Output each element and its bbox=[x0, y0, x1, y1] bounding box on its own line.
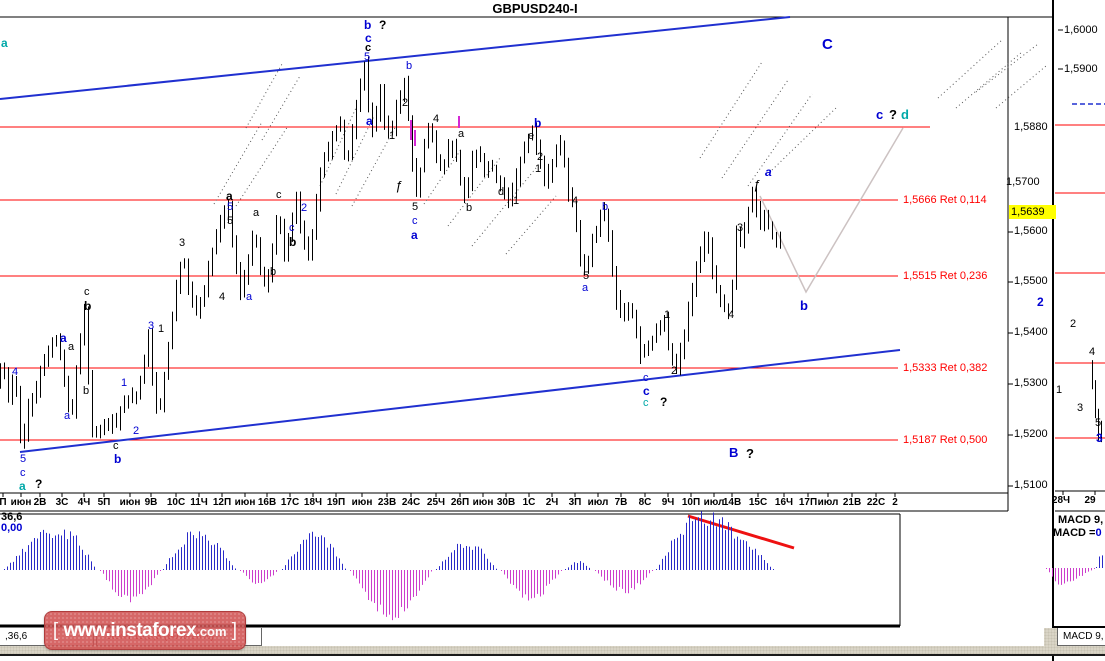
sketch-line bbox=[351, 125, 397, 207]
sketch-line bbox=[319, 107, 357, 187]
macd-indicator-label: 36,6 bbox=[1, 511, 23, 523]
sketch-line bbox=[975, 43, 1039, 93]
sketch-line bbox=[245, 63, 283, 129]
window-bottom-line bbox=[0, 654, 1105, 656]
right-macd-indicator-label: MACD 9, bbox=[1058, 514, 1104, 526]
sketch-line bbox=[213, 121, 263, 205]
sketch-line bbox=[955, 51, 1023, 109]
sketch-line bbox=[995, 65, 1047, 109]
sketch-line bbox=[771, 107, 837, 171]
macd-red-trendline bbox=[687, 514, 795, 550]
tab-indicator-macd-right[interactable]: MACD 9, bbox=[1057, 628, 1105, 646]
instaforex-watermark-banner[interactable]: [ www.instaforex.com ] bbox=[44, 611, 246, 650]
right-macd-indicator-value: MACD =0 bbox=[1053, 527, 1102, 539]
grey-projection-line bbox=[759, 127, 904, 294]
lower-trendline bbox=[19, 349, 901, 453]
sketch-line bbox=[261, 75, 301, 141]
sketch-line bbox=[747, 93, 813, 187]
sketch-line bbox=[937, 39, 1003, 99]
tab-notch bbox=[1044, 628, 1058, 646]
sketch-line bbox=[699, 61, 763, 159]
sketch-line bbox=[721, 79, 789, 179]
macd-indicator-value: 0,00 bbox=[1, 522, 23, 534]
sketch-line bbox=[235, 125, 289, 207]
instaforex-watermark-text: [ www.instaforex.com ] bbox=[52, 620, 238, 641]
upper-trendline bbox=[0, 16, 791, 100]
sketch-line bbox=[423, 147, 463, 205]
sketch-line bbox=[505, 195, 557, 255]
window-bottom-strip bbox=[0, 646, 1105, 654]
current-price-tag: 1,5639 bbox=[1009, 205, 1056, 219]
sketch-line bbox=[471, 167, 537, 247]
sketch-line bbox=[335, 115, 375, 195]
chart-title: GBPUSD240-I bbox=[492, 1, 578, 16]
